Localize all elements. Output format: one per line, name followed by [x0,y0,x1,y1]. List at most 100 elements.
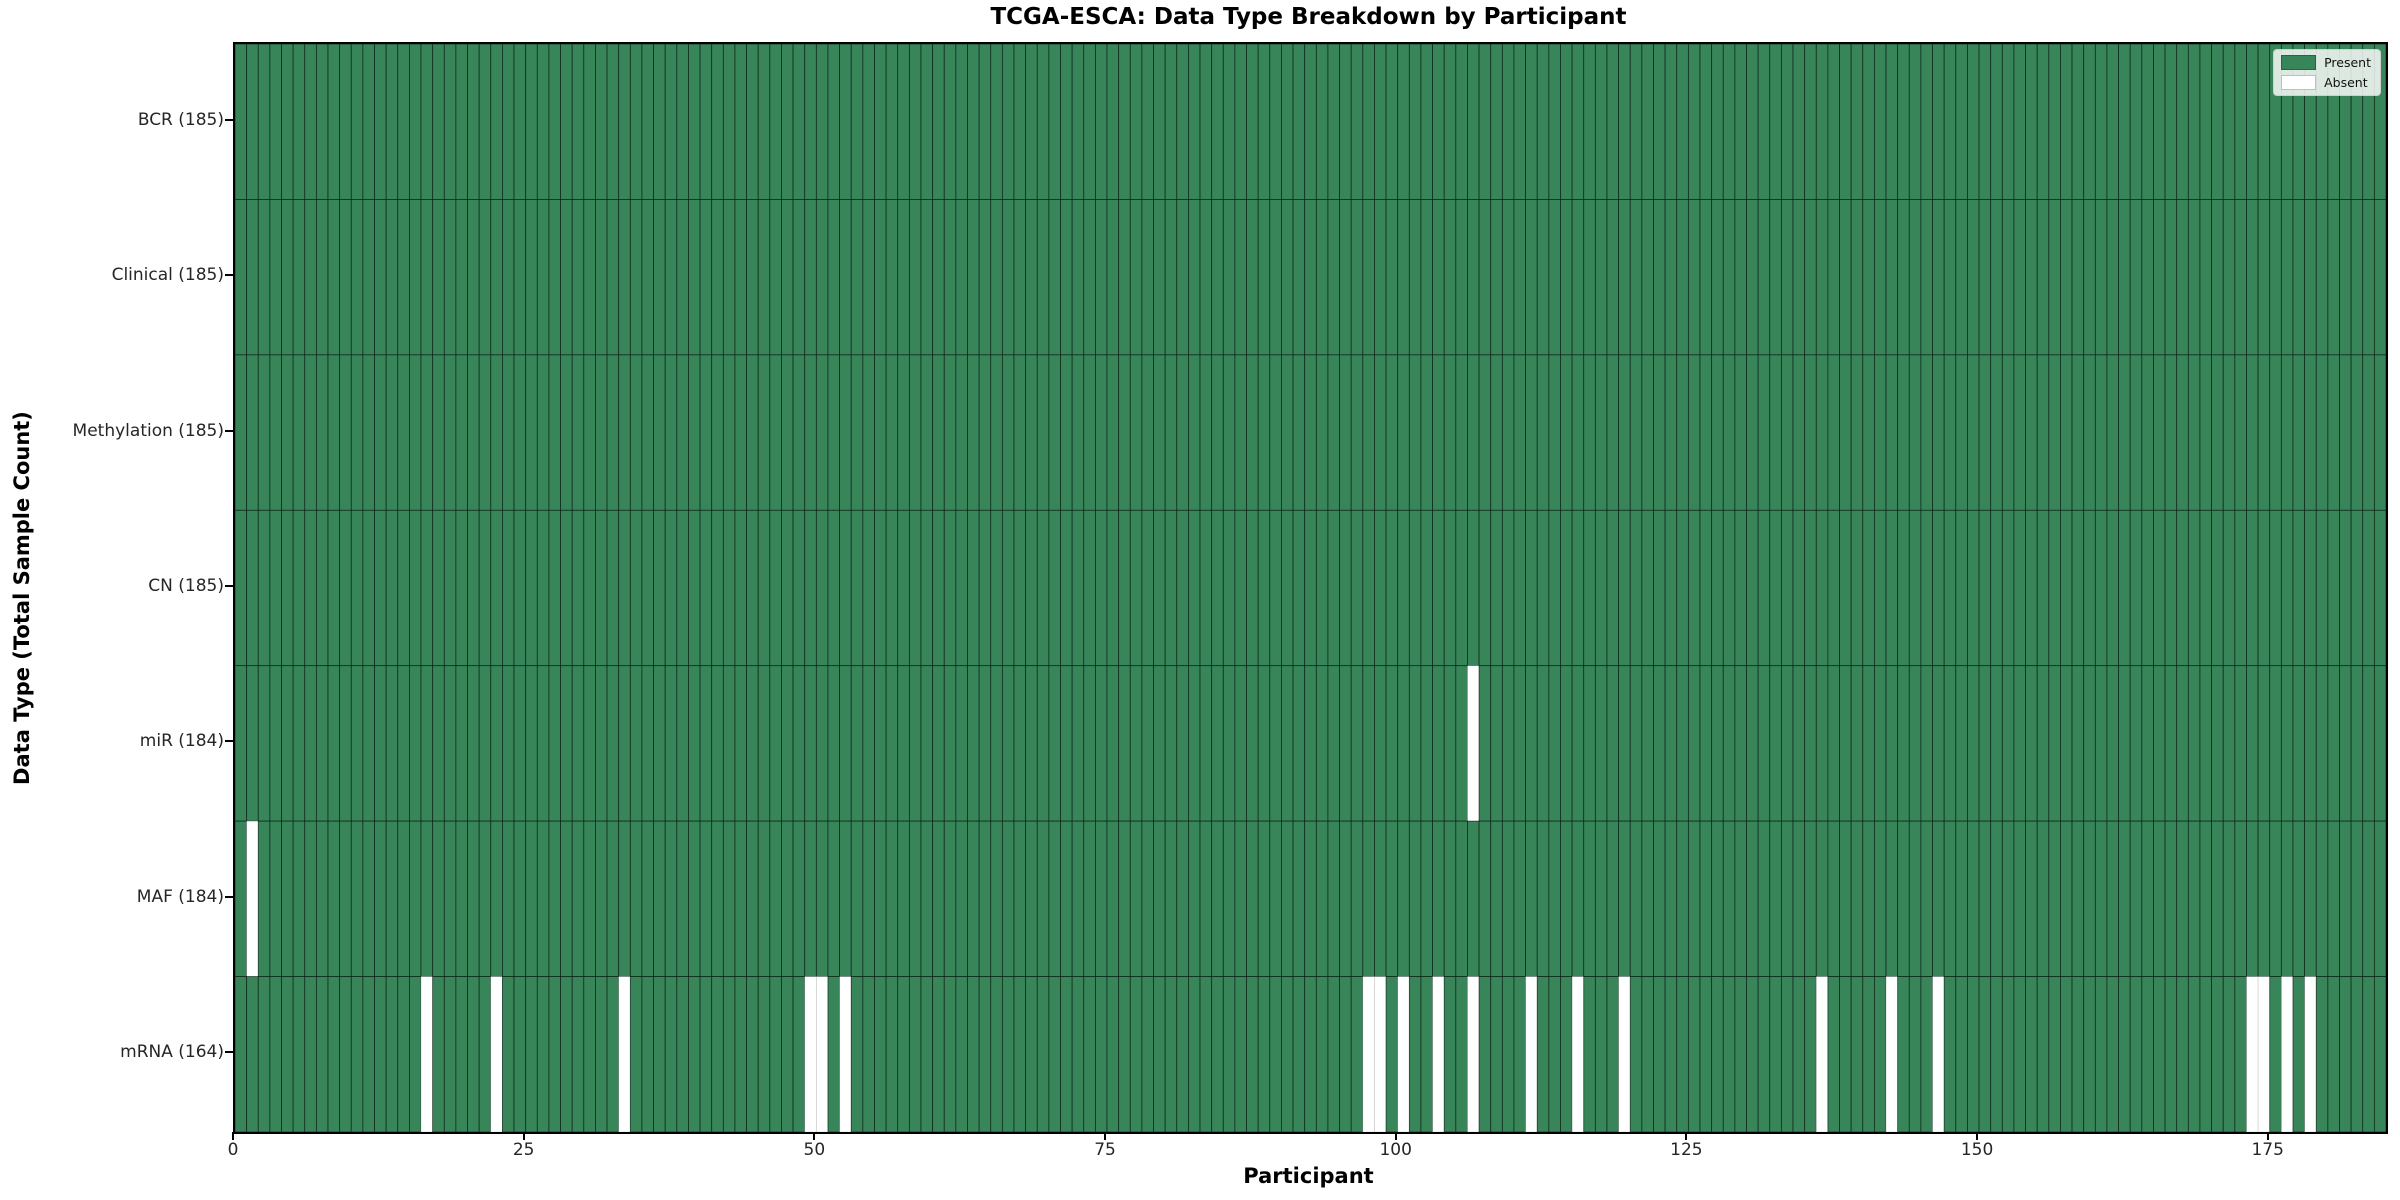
heatmap-cell [1222,820,1236,977]
heatmap-cell [2176,820,2189,977]
heatmap-cell [874,354,887,511]
heatmap-cell [1908,44,1922,200]
heatmap-cell [2362,354,2375,511]
heatmap-cell [1164,509,1178,667]
heatmap-cell [1815,509,1829,667]
heatmap-cell [235,44,248,200]
heatmap-cell [1281,44,1294,200]
heatmap-cell [711,199,724,356]
heatmap-cell [1095,820,1108,977]
heatmap-cell [1594,44,1608,200]
heatmap-cell [2129,44,2143,200]
heatmap-cell [1443,820,1457,977]
heatmap-cell [1629,665,1643,822]
heatmap-cell [1350,820,1364,977]
heatmap-cell [2373,199,2386,356]
heatmap-cell [502,820,515,977]
heatmap-cell [1211,976,1224,1132]
heatmap-cell [1339,44,1352,200]
heatmap-cell [235,509,248,667]
heatmap-cell [2164,509,2178,667]
heatmap-cell [1606,976,1620,1132]
heatmap-cell [2350,665,2364,822]
heatmap-cell [1397,976,1410,1132]
heatmap-cell [1246,820,1259,977]
heatmap-cell [606,665,620,822]
heatmap-cell [2339,354,2352,511]
heatmap-cell [1571,199,1585,356]
heatmap-cell [827,976,841,1132]
heatmap-cell [1176,509,1189,667]
heatmap-cell [246,976,259,1132]
heatmap-cell [1304,665,1317,822]
heatmap-cell [327,44,341,200]
heatmap-cell [1932,509,1945,667]
heatmap-cell [2001,820,2015,977]
heatmap-cell [1664,199,1678,356]
heatmap-cell [746,509,759,667]
heatmap-cell [1408,509,1422,667]
heatmap-cell [757,820,771,977]
heatmap-cell [1432,199,1445,356]
heatmap-cell [641,976,654,1132]
heatmap-cell [2048,354,2061,511]
heatmap-cell [967,199,980,356]
heatmap-cell [385,976,399,1132]
heatmap-cell [664,976,678,1132]
heatmap-cell [1199,354,1213,511]
heatmap-cell [525,44,538,200]
present-swatch [2281,55,2317,70]
heatmap-cell [862,44,875,200]
heatmap-cell [1118,665,1131,822]
heatmap-cell [932,199,945,356]
heatmap-cell [1141,509,1154,667]
heatmap-cell [1025,976,1038,1132]
heatmap-cell [664,665,678,822]
heatmap-cell [920,199,934,356]
heatmap-cell [1304,199,1317,356]
heatmap-cell [2315,199,2329,356]
heatmap-cell [327,665,341,822]
heatmap-cell [1129,820,1143,977]
heatmap-cell [1222,665,1236,822]
heatmap-cell [315,665,329,822]
heatmap-cell [874,976,887,1132]
heatmap-cell [327,976,341,1132]
heatmap-cell [281,199,294,356]
heatmap-cell [1036,976,1050,1132]
heatmap-cell [2339,509,2352,667]
heatmap-cell [757,44,771,200]
legend-label-present: Present [2324,55,2371,70]
heatmap-cell [420,665,434,822]
heatmap-cell [688,354,701,511]
heatmap-cell [1048,976,1061,1132]
heatmap-cell [769,665,782,822]
heatmap-cell [1920,665,1933,822]
heatmap-cell [920,509,934,667]
heatmap-cell [1525,820,1538,977]
heatmap-cell [1478,199,1492,356]
heatmap-cell [1711,354,1724,511]
heatmap-cell [1129,354,1143,511]
heatmap-cell [502,354,515,511]
heatmap-cell [432,665,445,822]
heatmap-cell [2176,44,2189,200]
heatmap-cell [967,354,980,511]
heatmap-cell [932,820,945,977]
heatmap-cell [908,665,922,822]
heatmap-cell [327,509,341,667]
heatmap-cell [536,199,550,356]
heatmap-cell [548,44,561,200]
heatmap-cell [815,354,829,511]
heatmap-cell [2036,976,2050,1132]
heatmap-cell [734,665,747,822]
heatmap-cell [792,509,806,667]
heatmap-cell [862,976,875,1132]
heatmap-cell [1222,44,1236,200]
heatmap-cell [862,665,875,822]
heatmap-cell [839,199,852,356]
heatmap-cell [1048,199,1061,356]
heatmap-cell [1501,820,1515,977]
heatmap-cell [2176,354,2189,511]
heatmap-cell [2246,354,2259,511]
